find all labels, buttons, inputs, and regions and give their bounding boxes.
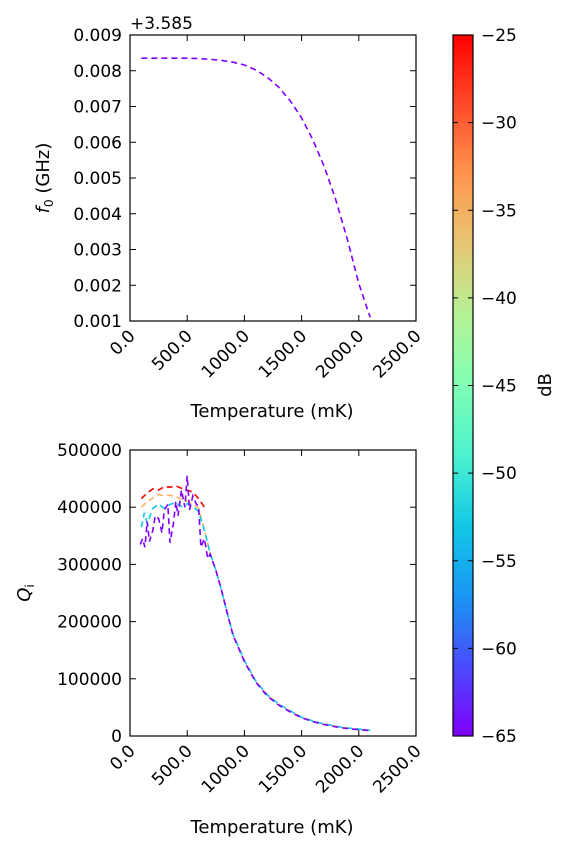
frequency-series-group [141,57,371,318]
x-tick-label: 1000.0 [198,326,254,382]
colorbar-tick-label: −55 [481,552,517,572]
bottom-y-ticks: 0 100000 200000 300000 400000 500000 [57,441,416,747]
bottom-y-axis-label: Qi [14,584,37,602]
x-tick-label: 2500.0 [369,741,425,797]
top-y-axis-label: f0 (GHz) [33,143,56,214]
y-tick-label: 0.006 [73,133,122,153]
x-tick-label: 2000.0 [312,326,368,382]
colorbar-tick-label: −35 [481,201,517,221]
y-tick-label: 0.002 [73,276,122,296]
series-line-bottom-0 [140,485,206,508]
bottom-y-axis-label-main: Q [14,588,35,602]
y-tick-label: 100000 [57,670,122,690]
x-tick-label: 500.0 [148,741,197,790]
x-tick-label: 1500.0 [255,326,311,382]
quality-series-group [139,475,371,732]
y-tick-label: 0.003 [73,241,122,261]
colorbar-tick-label: −50 [481,464,517,484]
colorbar-ticks: −25 −30 −35 −40 −45 −50 −55 −60 −65 [453,26,517,747]
x-tick-label: 1000.0 [198,741,254,797]
colorbar-label: dB [535,373,556,397]
top-y-axis-label-sub: 0 [42,199,56,207]
y-tick-label: 0.001 [73,312,122,332]
bottom-x-axis-label: Temperature (mK) [189,817,353,838]
top-x-axis-label: Temperature (mK) [189,401,353,422]
y-tick-label: 400000 [57,498,122,518]
y-tick-label: 0 [111,727,122,747]
colorbar-tick-label: −60 [481,639,517,659]
y-tick-label: 300000 [57,555,122,575]
x-tick-label: 2000.0 [312,741,368,797]
bottom-plot-frame [129,449,417,737]
colorbar-tick-label: −30 [481,114,517,134]
y-tick-label: 200000 [57,613,122,633]
y-tick-label: 0.009 [73,26,122,46]
x-tick-label: 500.0 [148,326,197,375]
colorbar-tick-label: −25 [481,26,517,46]
x-tick-label: 1500.0 [255,741,311,797]
frequency-shift-plot: 0.0 500.0 1000.0 1500.0 2000.0 2500.0 0.0010.… [33,14,426,422]
colorbar-tick-label: −45 [481,377,517,397]
series-line-bottom-3 [139,475,371,732]
top-y-axis-label-main: f [33,204,54,213]
y-tick-label: 0.007 [73,98,122,118]
top-y-ticks: 0.001 0.002 0.003 0.004 0.005 0.006 0.007 0.008… [73,26,416,332]
quality-factor-plot: 0.0 500.0 1000.0 1500.0 2000.0 2500.0 0100000… [14,441,426,838]
y-offset-label: +3.585 [130,14,193,34]
top-y-axis-label-unit: (GHz) [33,143,54,200]
colorbar: −25 −30 −35 −40 −45 −50 −55 −60 −65 dB [452,26,556,747]
colorbar-tick-label: −40 [481,289,517,309]
y-tick-label: 500000 [57,441,122,461]
y-tick-label: 0.008 [73,62,122,82]
bottom-y-axis-label-sub: i [23,584,37,587]
series-line-bottom-2 [140,501,371,732]
colorbar-tick-label: −65 [481,727,517,747]
series-line-top-0 [141,57,371,318]
y-tick-label: 0.004 [73,205,122,225]
y-tick-label: 0.005 [73,169,122,189]
x-tick-label: 2500.0 [369,326,425,382]
